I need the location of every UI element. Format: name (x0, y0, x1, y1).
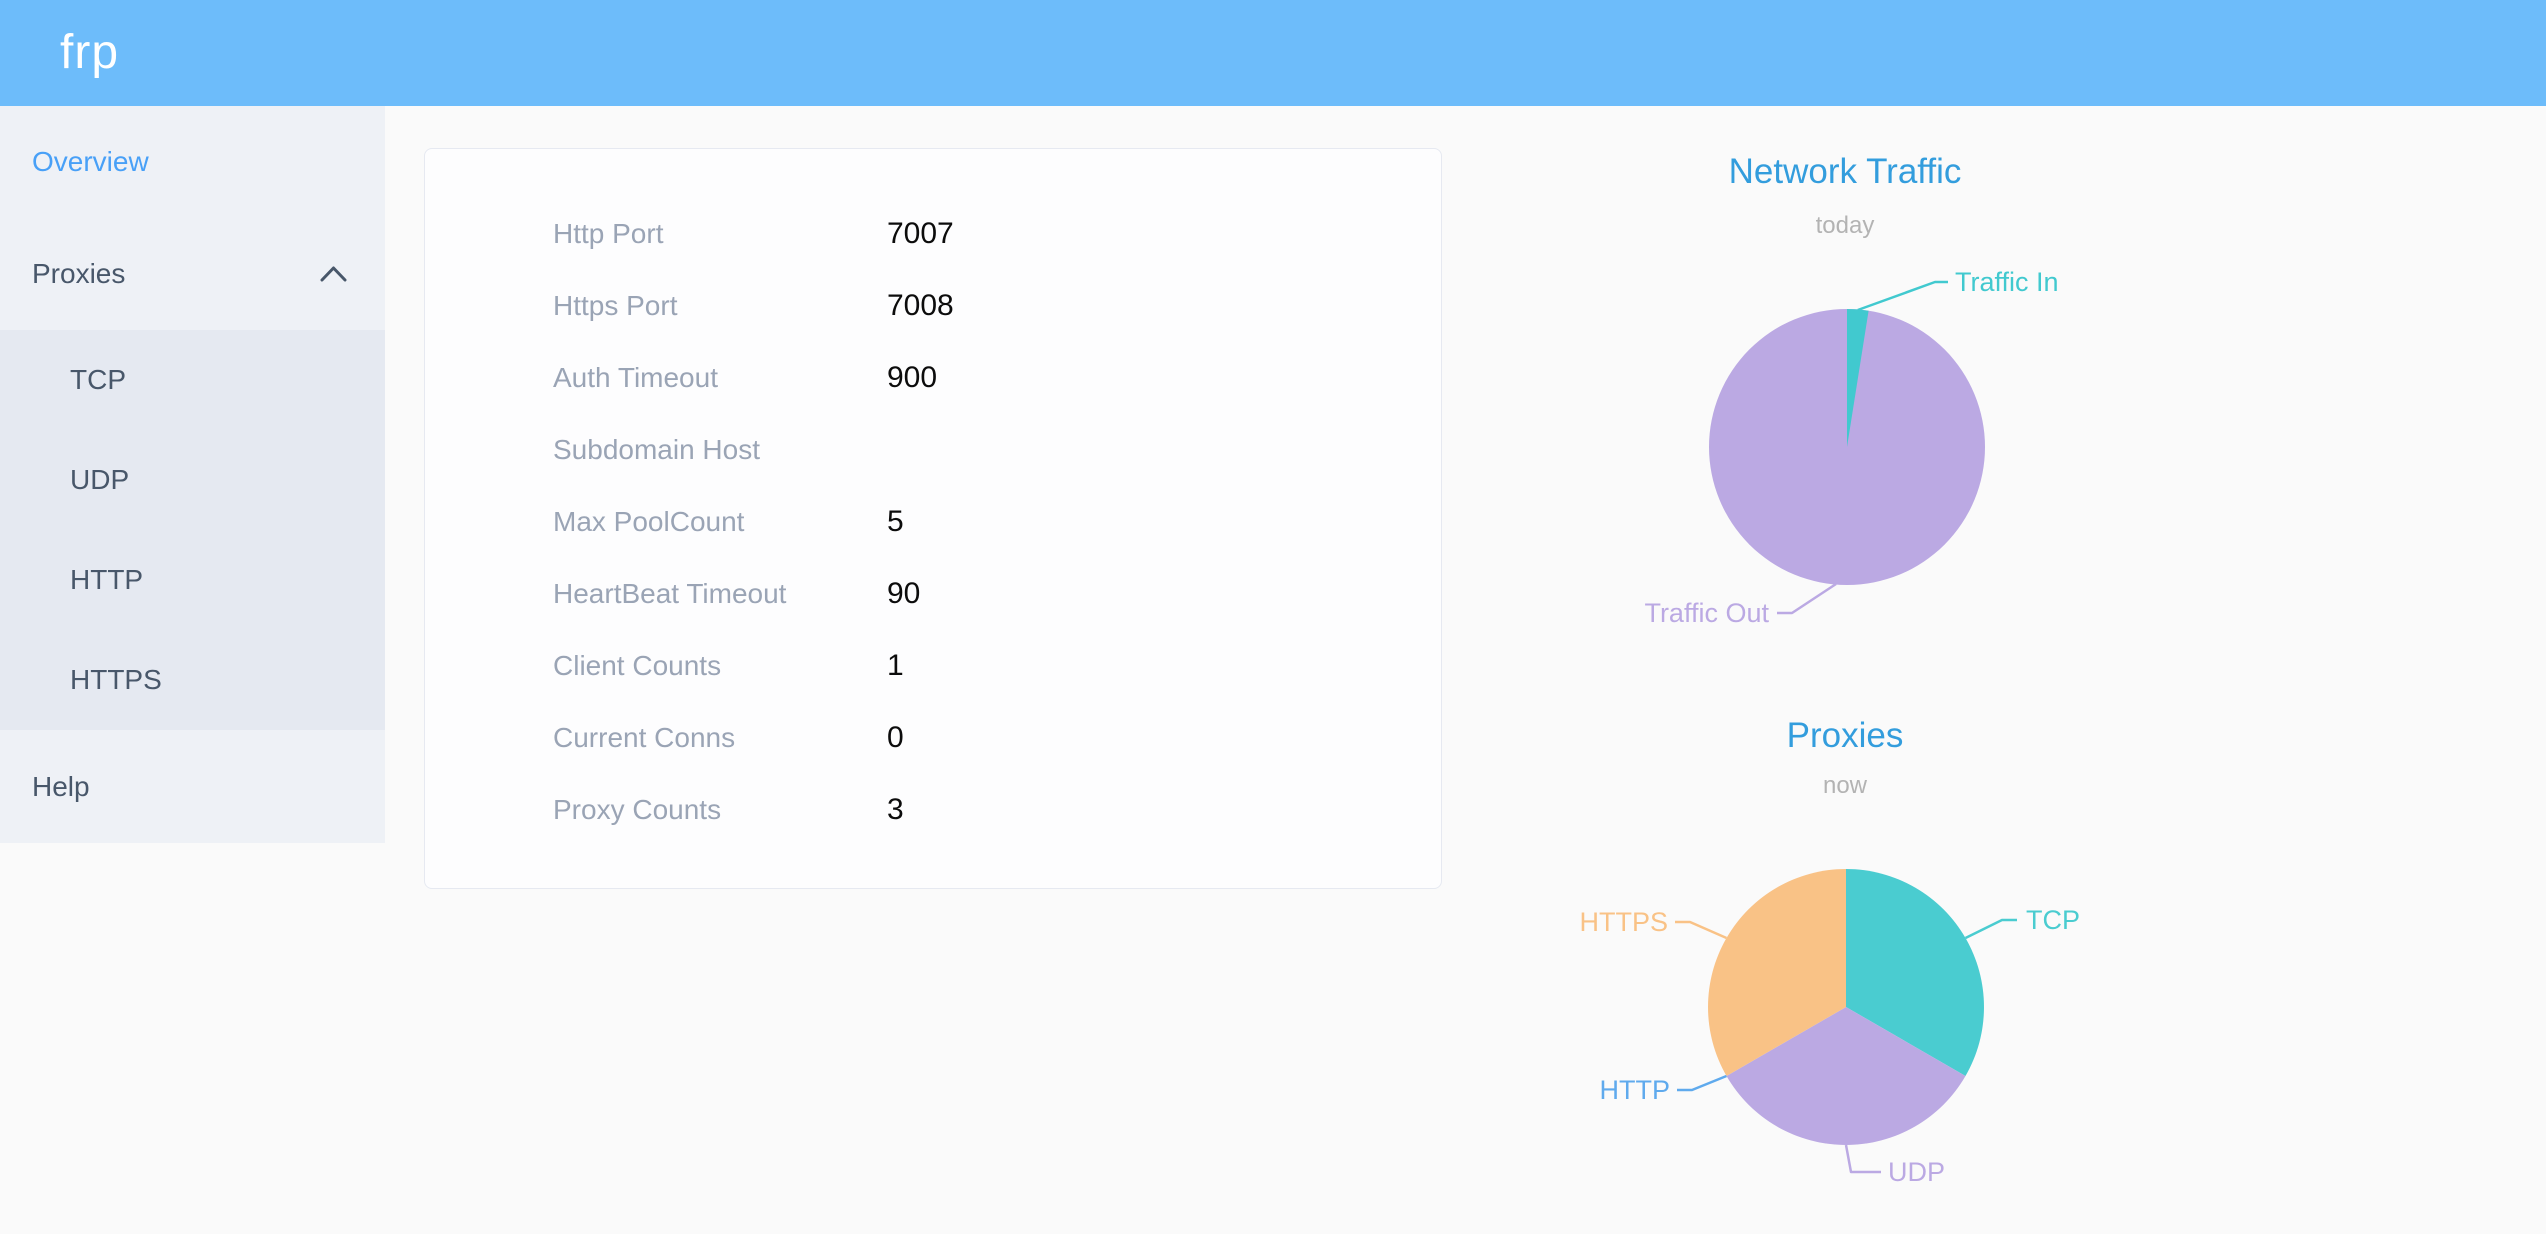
http-callout-line (1677, 1074, 1727, 1092)
info-label: HeartBeat Timeout (553, 578, 787, 609)
tcp-slice[interactable] (1846, 869, 1984, 1076)
sidebar-item-http[interactable]: HTTP (0, 530, 385, 630)
info-value: 5 (887, 505, 904, 538)
traffic-in-label: Traffic In (1955, 267, 2059, 297)
sidebar-item-label: HTTP (70, 564, 144, 595)
info-row-heartbeat-timeout: HeartBeat Timeout 90 (425, 558, 1441, 630)
info-row-auth-timeout: Auth Timeout 900 (425, 342, 1441, 414)
https-slice[interactable] (1708, 869, 1846, 1076)
info-row-proxy-counts: Proxy Counts 3 (425, 774, 1441, 846)
udp-label: UDP (1888, 1157, 1945, 1187)
app-header: frp (0, 0, 2546, 106)
info-value: 90 (887, 577, 921, 610)
chevron-up-icon (320, 266, 347, 282)
traffic-in-callout-line (1857, 280, 1948, 312)
proxies-chart-title: Proxies (1786, 716, 1904, 755)
info-value: 900 (887, 361, 938, 394)
sidebar-item-tcp[interactable]: TCP (0, 330, 385, 430)
server-info-card: Http Port 7007 Https Port 7008 Auth Time… (424, 148, 1442, 889)
proxies-submenu: TCP UDP HTTP HTTPS (0, 330, 385, 730)
https-label: HTTPS (1579, 907, 1668, 937)
sidebar-item-label: Help (32, 770, 90, 802)
sidebar-item-label: TCP (70, 364, 126, 395)
proxies-chart-subtitle: now (1822, 772, 1868, 799)
info-row-max-poolcount: Max PoolCount 5 (425, 486, 1441, 558)
proxies-pie-chart: TCP HTTPS HTTP UDP (1579, 869, 2080, 1187)
sidebar-item-label: Proxies (32, 258, 126, 289)
info-row-client-counts: Client Counts 1 (425, 630, 1441, 702)
traffic-in-slice[interactable] (1847, 309, 1869, 447)
info-label: Client Counts (553, 650, 722, 681)
info-value: 3 (887, 793, 904, 826)
info-label: Max PoolCount (553, 506, 745, 537)
sidebar-item-overview[interactable]: Overview (0, 106, 385, 218)
udp-slice[interactable] (1726, 1007, 1966, 1145)
frp-logo: frp (60, 26, 120, 79)
network-traffic-chart-title: Network Traffic (1728, 152, 1962, 191)
udp-callout-line (1844, 1144, 1881, 1174)
info-label: Https Port (553, 290, 678, 321)
info-value: 0 (887, 721, 904, 754)
sidebar-item-https[interactable]: HTTPS (0, 630, 385, 730)
sidebar-item-label: UDP (70, 464, 130, 495)
sidebar-item-proxies[interactable]: Proxies (0, 218, 385, 330)
info-label: Current Conns (553, 722, 736, 753)
info-label: Proxy Counts (553, 794, 722, 825)
info-label: Auth Timeout (553, 362, 718, 393)
network-traffic-pie-chart: Traffic In Traffic Out (1644, 267, 2059, 628)
sidebar-item-label: Overview (32, 146, 149, 177)
traffic-out-callout-line (1777, 582, 1837, 615)
traffic-out-label: Traffic Out (1644, 598, 1769, 628)
info-row-current-conns: Current Conns 0 (425, 702, 1441, 774)
info-label: Subdomain Host (553, 434, 761, 465)
info-row-subdomain-host: Subdomain Host (425, 414, 1441, 486)
info-value: 1 (887, 649, 904, 682)
http-label: HTTP (1600, 1075, 1671, 1105)
tcp-callout-line (1964, 918, 2017, 940)
info-label: Http Port (553, 218, 664, 249)
sidebar-item-help[interactable]: Help (0, 730, 385, 843)
sidebar-item-udp[interactable]: UDP (0, 430, 385, 530)
network-traffic-chart-subtitle: today (1815, 212, 1875, 239)
tcp-label: TCP (2026, 905, 2080, 935)
info-row-https-port: Https Port 7008 (425, 270, 1441, 342)
sidebar: Overview Proxies TCP UDP HTTP HTTPS (0, 106, 385, 843)
info-value: 7008 (887, 289, 954, 322)
info-row-http-port: Http Port 7007 (425, 198, 1441, 270)
sidebar-item-label: HTTPS (70, 664, 162, 695)
info-value: 7007 (887, 217, 954, 250)
https-callout-line (1675, 920, 1728, 940)
